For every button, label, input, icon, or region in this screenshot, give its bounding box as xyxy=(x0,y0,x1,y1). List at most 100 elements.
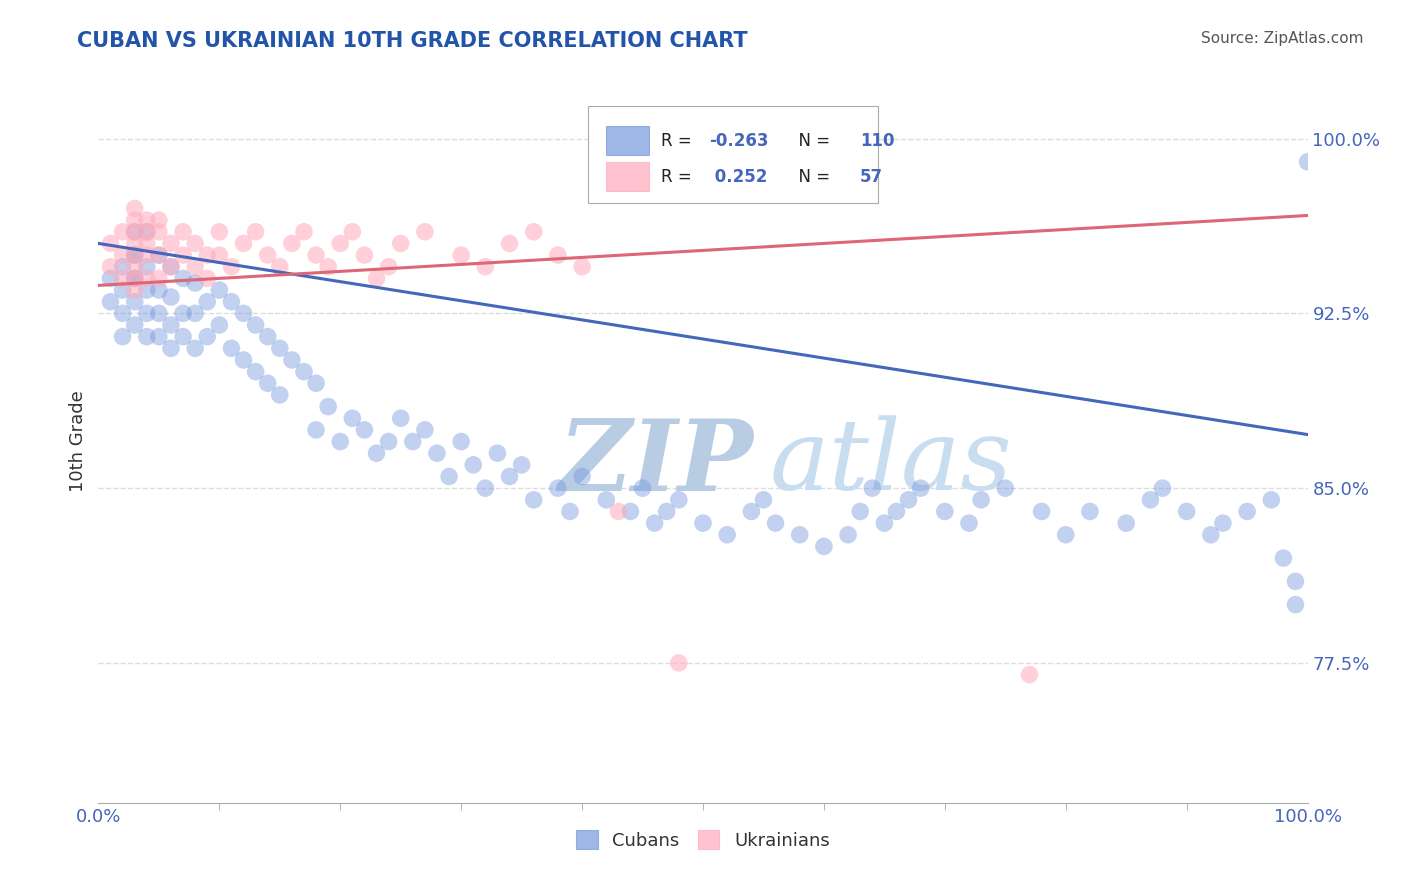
Point xyxy=(523,225,546,239)
Point xyxy=(789,528,811,542)
Point xyxy=(342,411,364,425)
Point xyxy=(124,283,146,297)
Point xyxy=(232,353,254,368)
Point xyxy=(256,329,278,343)
Text: R =: R = xyxy=(661,132,697,150)
Point xyxy=(305,248,328,262)
Point xyxy=(292,365,315,379)
Point xyxy=(135,260,157,274)
Point xyxy=(1199,528,1222,542)
Point xyxy=(692,516,714,530)
Point xyxy=(366,271,388,285)
Point xyxy=(160,260,183,274)
Point xyxy=(124,271,146,285)
Point xyxy=(644,516,666,530)
Point xyxy=(413,225,436,239)
Point xyxy=(124,225,146,239)
Point xyxy=(111,225,134,239)
Point xyxy=(208,248,231,262)
Point xyxy=(208,318,231,332)
Point xyxy=(1115,516,1137,530)
Point xyxy=(172,225,194,239)
Point xyxy=(595,492,617,507)
Point xyxy=(1284,574,1306,589)
Point xyxy=(1272,551,1295,566)
Point xyxy=(124,248,146,262)
Point xyxy=(316,260,339,274)
Point xyxy=(148,329,170,343)
Point xyxy=(172,329,194,343)
Point xyxy=(389,236,412,251)
Point xyxy=(860,481,883,495)
Point xyxy=(305,376,328,391)
Point xyxy=(571,469,593,483)
Point xyxy=(135,236,157,251)
Point xyxy=(413,423,436,437)
Point xyxy=(245,225,267,239)
Point xyxy=(1236,504,1258,518)
Point xyxy=(498,469,520,483)
Point xyxy=(281,236,304,251)
Point xyxy=(619,504,641,518)
Point xyxy=(1152,481,1174,495)
Point xyxy=(195,271,218,285)
Point xyxy=(195,329,218,343)
Point xyxy=(957,516,980,530)
Point xyxy=(1018,667,1040,681)
Point xyxy=(740,504,762,518)
Point xyxy=(668,492,690,507)
Point xyxy=(245,365,267,379)
Point xyxy=(837,528,859,542)
Point xyxy=(124,225,146,239)
Point xyxy=(269,388,291,402)
Point xyxy=(474,260,496,274)
Text: N =: N = xyxy=(787,168,835,186)
Point xyxy=(377,434,399,449)
FancyBboxPatch shape xyxy=(606,162,648,192)
Point xyxy=(571,260,593,274)
Point xyxy=(607,504,630,518)
Point xyxy=(160,290,183,304)
Point xyxy=(221,341,243,355)
Point xyxy=(1054,528,1077,542)
FancyBboxPatch shape xyxy=(588,105,879,203)
Point xyxy=(124,260,146,274)
Point xyxy=(523,492,546,507)
Text: R =: R = xyxy=(661,168,697,186)
Point xyxy=(195,248,218,262)
Point xyxy=(124,236,146,251)
Point xyxy=(124,271,146,285)
Point xyxy=(135,248,157,262)
Point xyxy=(426,446,449,460)
Point xyxy=(172,248,194,262)
Point xyxy=(148,213,170,227)
Point xyxy=(765,516,787,530)
Point xyxy=(353,423,375,437)
Point xyxy=(135,225,157,239)
Text: CUBAN VS UKRAINIAN 10TH GRADE CORRELATION CHART: CUBAN VS UKRAINIAN 10TH GRADE CORRELATIO… xyxy=(77,31,748,51)
Text: N =: N = xyxy=(787,132,835,150)
Point xyxy=(269,260,291,274)
Point xyxy=(1175,504,1198,518)
Point xyxy=(486,446,509,460)
Point xyxy=(474,481,496,495)
Point xyxy=(498,236,520,251)
Point xyxy=(148,248,170,262)
Point xyxy=(316,400,339,414)
Point xyxy=(111,271,134,285)
Point xyxy=(450,434,472,449)
Point xyxy=(437,469,460,483)
Point xyxy=(135,225,157,239)
Point xyxy=(1139,492,1161,507)
Point xyxy=(111,329,134,343)
Point xyxy=(886,504,908,518)
FancyBboxPatch shape xyxy=(606,127,648,155)
Point xyxy=(813,540,835,554)
Point xyxy=(463,458,485,472)
Point xyxy=(329,236,352,251)
Point xyxy=(910,481,932,495)
Point xyxy=(1284,598,1306,612)
Point xyxy=(970,492,993,507)
Text: 0.252: 0.252 xyxy=(709,168,768,186)
Point xyxy=(148,283,170,297)
